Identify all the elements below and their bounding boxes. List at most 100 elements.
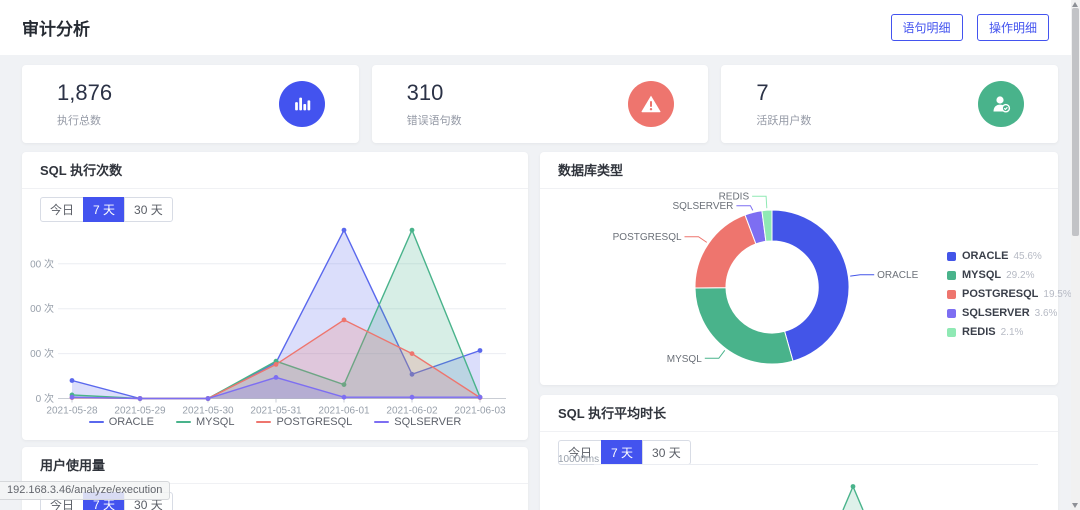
warning-icon	[628, 81, 675, 127]
legend-swatch-icon	[947, 289, 956, 299]
stat-card-total-executions: 1,876 执行总数	[22, 65, 359, 143]
stat-card-error-statements: 310 错误语句数	[371, 65, 709, 143]
legend-swatch-icon	[947, 327, 956, 337]
avg-duration-top-tick: 10000ms	[558, 454, 600, 465]
db-type-legend-item-sqlserver[interactable]: SQLSERVER 3.6%	[947, 307, 1072, 319]
scroll-up-arrow-icon[interactable]	[1072, 2, 1078, 7]
svg-text:2021-05-29: 2021-05-29	[114, 406, 166, 417]
error-statements-value: 310	[406, 80, 444, 105]
bar-chart-icon	[278, 81, 325, 127]
sql-exec-range-tabs: 今日 7 天 30 天	[40, 197, 173, 222]
donut-label-postgresql: POSTGRESQL	[613, 232, 682, 243]
legend-name: REDIS	[962, 326, 996, 338]
total-executions-value: 1,876	[57, 80, 113, 105]
topbar-actions: 语句明细 操作明细	[881, 14, 1049, 41]
db-type-legend-item-postgresql[interactable]: POSTGRESQL 19.5%	[947, 288, 1072, 300]
donut-slice-postgresql: POSTGRESQL	[613, 214, 757, 289]
sql-exec-count-title: SQL 执行次数	[22, 152, 528, 189]
legend-line-icon	[256, 421, 272, 423]
legend-percent: 45.6%	[1013, 250, 1042, 262]
svg-text:2021-05-30: 2021-05-30	[182, 406, 234, 417]
sql-exec-count-panel: SQL 执行次数 今日 7 天 30 天 0 次 100 次 200 次 300 次 2…	[22, 152, 528, 440]
tab-today[interactable]: 今日	[558, 440, 603, 465]
legend-line-icon	[175, 421, 191, 423]
stat-cards-row: 1,876 执行总数 310 错误语句数	[22, 65, 1059, 143]
avg-duration-line-chart	[594, 464, 1038, 510]
tab-30-days[interactable]: 30 天	[124, 197, 173, 222]
user-usage-panel: 用户使用量 今日 7 天 30 天	[22, 447, 528, 510]
donut-label-oracle: ORACLE	[877, 270, 918, 281]
db-type-legend-item-mysql[interactable]: MYSQL 29.2%	[947, 269, 1072, 281]
vertical-scrollbar[interactable]	[1071, 0, 1080, 510]
donut-slice-oracle: ORACLE	[771, 209, 919, 362]
donut-label-mysql: MYSQL	[667, 354, 702, 365]
legend-item-mysql[interactable]: MYSQL	[175, 416, 235, 428]
active-users-value: 7	[756, 80, 769, 105]
legend-swatch-icon	[947, 270, 956, 280]
legend-label: POSTGRESQL	[276, 416, 353, 428]
db-type-panel: 数据库类型 ORACLE MYSQL POSTGRESQL SQLSERVER REDI…	[540, 152, 1072, 385]
legend-line-icon	[374, 421, 390, 423]
legend-item-oracle[interactable]: ORACLE	[88, 416, 154, 428]
legend-percent: 19.5%	[1043, 288, 1072, 300]
svg-text:2021-05-31: 2021-05-31	[250, 406, 302, 417]
svg-text:2021-05-28: 2021-05-28	[46, 406, 98, 417]
total-executions-label: 执行总数	[57, 115, 101, 127]
legend-item-postgresql[interactable]: POSTGRESQL	[256, 416, 352, 428]
status-bar-link-preview: 192.168.3.46/analyze/execution	[0, 481, 171, 500]
db-type-legend: ORACLE 45.6% MYSQL 29.2% POSTGRESQL 19.5% SQLS…	[947, 250, 1072, 345]
avg-duration-range-tabs: 今日 7 天 30 天	[558, 440, 691, 465]
donut-slice-mysql: MYSQL	[667, 287, 794, 365]
legend-label: MYSQL	[195, 416, 235, 428]
svg-text:2021-06-03: 2021-06-03	[454, 406, 506, 417]
db-type-legend-item-oracle[interactable]: ORACLE 45.6%	[947, 250, 1072, 262]
donut-label-redis: REDIS	[719, 192, 750, 203]
db-type-legend-item-redis[interactable]: REDIS 2.1%	[947, 326, 1072, 338]
legend-name: ORACLE	[962, 250, 1009, 262]
series-sqlserver	[69, 375, 483, 401]
legend-percent: 29.2%	[1006, 269, 1035, 281]
svg-text:300 次: 300 次	[30, 257, 54, 270]
tab-today[interactable]: 今日	[40, 197, 85, 222]
operation-detail-button[interactable]: 操作明细	[976, 14, 1049, 41]
active-user-icon	[978, 81, 1025, 127]
topbar: 审计分析 语句明细 操作明细	[0, 0, 1071, 55]
sql-exec-line-chart: 0 次100 次200 次300 次2021-05-282021-05-2920…	[30, 227, 506, 417]
active-users-label: 活跃用户数	[756, 115, 812, 127]
tab-30-days[interactable]: 30 天	[642, 440, 691, 465]
scroll-down-arrow-icon[interactable]	[1072, 503, 1078, 508]
sql-exec-chart-legend: ORACLE MYSQL POSTGRESQL SQLSERVER	[22, 416, 528, 428]
legend-label: SQLSERVER	[394, 416, 462, 428]
svg-text:200 次: 200 次	[30, 302, 54, 315]
user-usage-title: 用户使用量	[22, 447, 528, 484]
exec-chart-x-axis: 2021-05-28 2021-05-29 2021-05-30 2021-05-31…	[46, 398, 506, 417]
svg-text:2021-06-02: 2021-06-02	[386, 406, 438, 417]
legend-swatch-icon	[947, 251, 956, 261]
legend-name: SQLSERVER	[962, 307, 1030, 319]
svg-text:100 次: 100 次	[30, 347, 54, 360]
legend-percent: 2.1%	[1000, 326, 1024, 338]
avg-duration-panel: SQL 执行平均时长 今日 7 天 30 天 10000ms	[540, 395, 1058, 510]
stat-card-active-users: 7 活跃用户数	[721, 65, 1059, 143]
legend-line-icon	[88, 421, 104, 423]
tab-7-days[interactable]: 7 天	[601, 440, 644, 465]
legend-name: POSTGRESQL	[962, 288, 1039, 300]
scrollbar-thumb[interactable]	[1072, 8, 1079, 236]
legend-name: MYSQL	[962, 269, 1002, 281]
statement-detail-button[interactable]: 语句明细	[890, 14, 963, 41]
donut-label-sqlserver: SQLSERVER	[672, 201, 733, 212]
legend-item-sqlserver[interactable]: SQLSERVER	[374, 416, 461, 428]
legend-percent: 3.6%	[1034, 307, 1058, 319]
db-type-title: 数据库类型	[540, 152, 1058, 189]
page-title: 审计分析	[22, 20, 90, 39]
legend-label: ORACLE	[108, 416, 154, 428]
avg-duration-title: SQL 执行平均时长	[540, 395, 1058, 432]
error-statements-label: 错误语句数	[406, 115, 462, 127]
svg-text:0 次: 0 次	[36, 392, 54, 405]
legend-swatch-icon	[947, 308, 956, 318]
donut-slice-redis: REDIS	[719, 192, 773, 242]
svg-text:2021-06-01: 2021-06-01	[318, 406, 370, 417]
avg-visible-peak	[842, 484, 864, 510]
